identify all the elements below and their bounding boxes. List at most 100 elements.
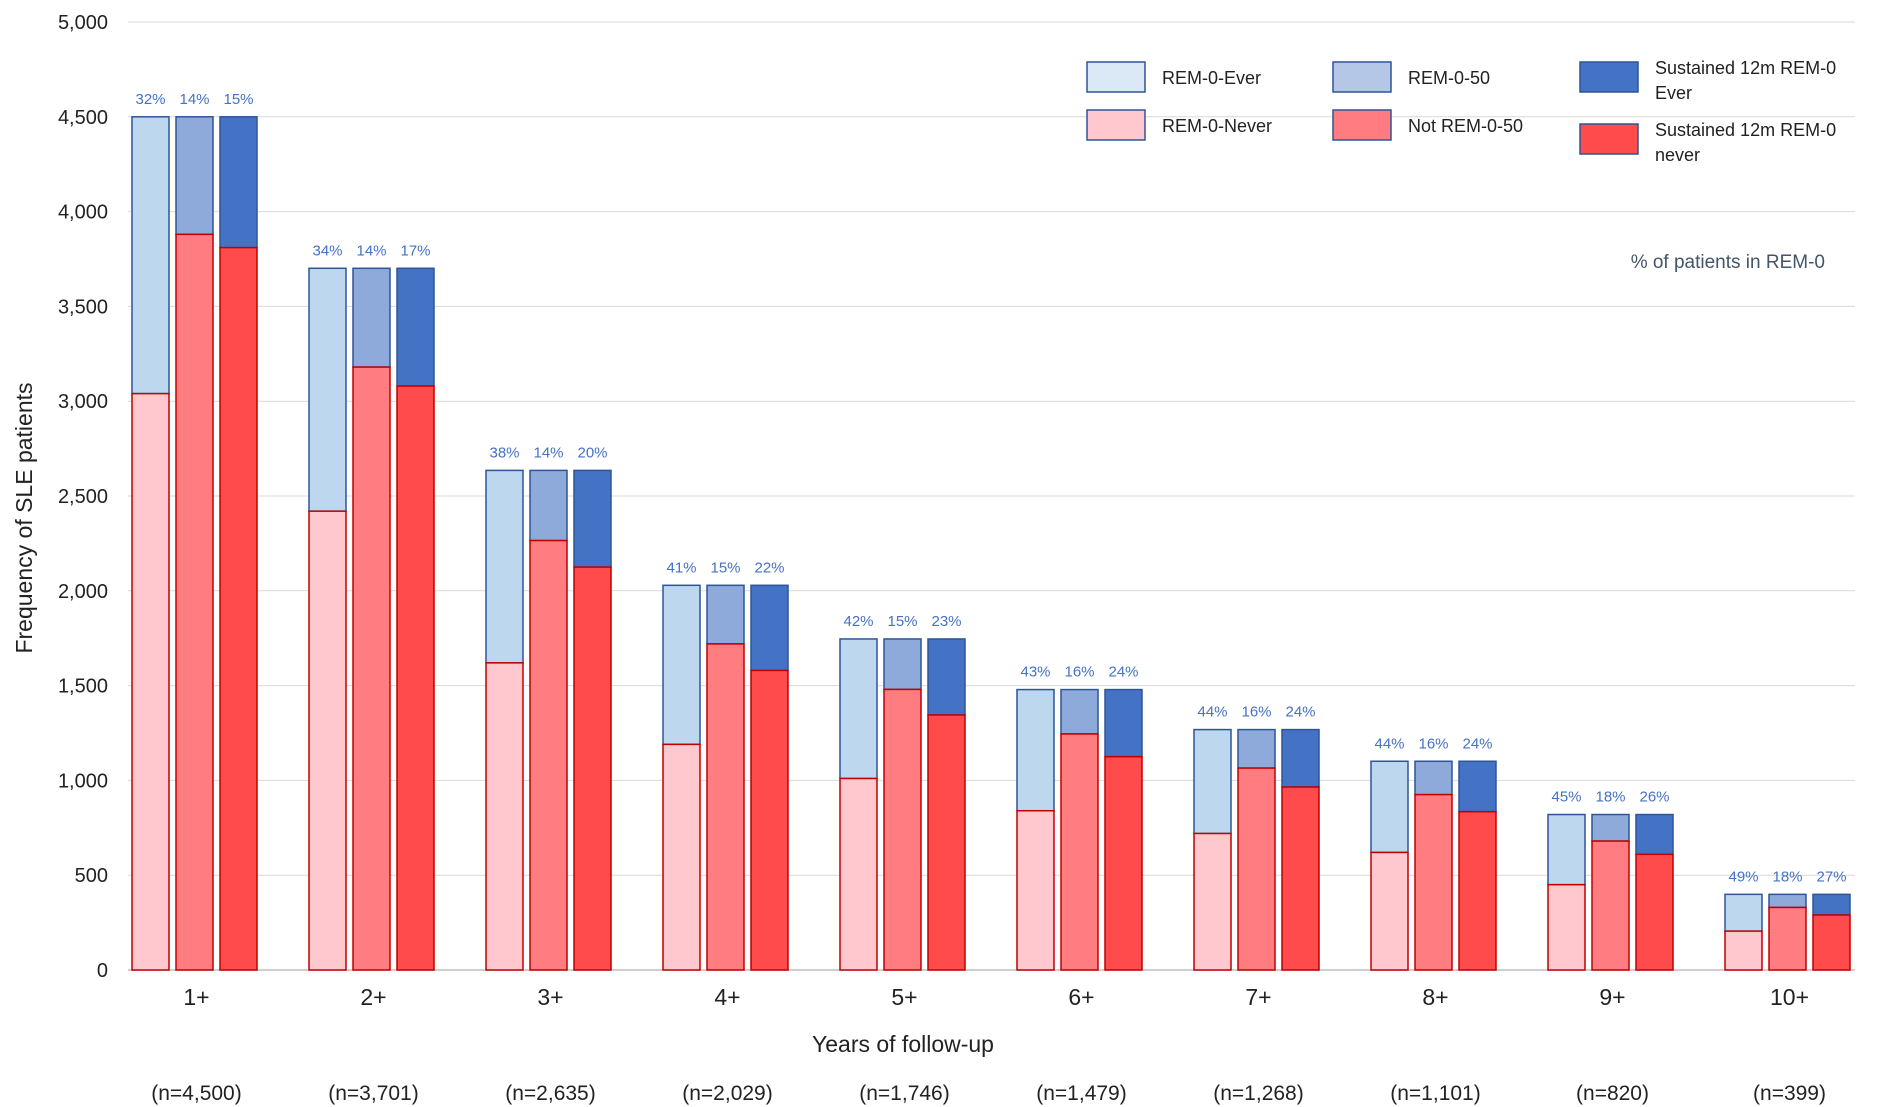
bar-segment xyxy=(927,638,966,716)
y-tick-label: 5,000 xyxy=(58,12,108,34)
legend-label: Not REM-0-50 xyxy=(1408,116,1523,136)
bar-segment xyxy=(750,669,789,971)
percent-label: 43% xyxy=(1020,664,1050,681)
n-label: (n=4,500) xyxy=(151,1082,241,1105)
percent-label: 15% xyxy=(223,91,253,108)
bar-segment xyxy=(1281,786,1320,971)
bar-segment xyxy=(1768,893,1807,909)
bar-segment xyxy=(1812,914,1851,971)
legend-label: REM-0-50 xyxy=(1408,68,1490,88)
percent-label: 18% xyxy=(1772,868,1802,885)
bar-segment xyxy=(1414,760,1453,796)
percent-label: 15% xyxy=(710,559,740,576)
percent-label: 16% xyxy=(1418,735,1448,752)
x-tick-label: 7+ xyxy=(1245,984,1271,1010)
legend-label: Sustained 12m REM-0 xyxy=(1655,120,1836,140)
percent-label: 26% xyxy=(1639,789,1669,806)
bar-segment xyxy=(219,116,258,249)
bar-segment xyxy=(1547,813,1586,886)
y-tick-label: 2,500 xyxy=(58,486,108,508)
bar-segment xyxy=(1016,688,1055,812)
y-tick-label: 3,000 xyxy=(58,391,108,413)
bar-segment xyxy=(1768,906,1807,971)
percent-label: 32% xyxy=(135,91,165,108)
bar-segment xyxy=(396,385,435,971)
bar-segment xyxy=(1724,930,1763,971)
percent-labels: 32% 34% 38% 41% 42% 43% 44% 44% 45% 49% 14% 14% 14% 1… xyxy=(135,91,1846,886)
bar-segment xyxy=(1281,728,1320,788)
bar-segment xyxy=(1591,813,1630,842)
bar-segment xyxy=(706,584,745,645)
percent-label: 18% xyxy=(1595,789,1625,806)
bar-segment xyxy=(706,643,745,971)
percent-label: 42% xyxy=(843,613,873,630)
n-label: (n=820) xyxy=(1576,1082,1649,1105)
bar-segment xyxy=(1060,733,1099,971)
bar-segment xyxy=(485,662,524,971)
legend-swatch xyxy=(1332,61,1392,93)
x-tick-label: 4+ xyxy=(714,984,740,1010)
n-label: (n=1,746) xyxy=(859,1082,949,1105)
bar-segment xyxy=(131,392,170,971)
bar-segment xyxy=(396,267,435,387)
bar-segment xyxy=(1724,893,1763,932)
bar-segment xyxy=(1237,767,1276,971)
bar-segment xyxy=(1458,760,1497,813)
n-label: (n=3,701) xyxy=(328,1082,418,1105)
bar-segment xyxy=(1370,760,1409,854)
percent-label: 16% xyxy=(1064,664,1094,681)
legend-swatch xyxy=(1579,123,1639,155)
y-tick-label: 0 xyxy=(97,960,108,982)
bar-segment xyxy=(175,233,214,971)
legend-swatch xyxy=(1086,61,1146,93)
legend-label: REM-0-Never xyxy=(1162,116,1272,136)
pct-note: % of patients in REM-0 xyxy=(1631,252,1825,273)
bar-segment xyxy=(1016,809,1055,971)
bar-segment xyxy=(529,469,568,542)
x-tick-label: 10+ xyxy=(1770,984,1809,1010)
bar-segment xyxy=(573,469,612,568)
percent-label: 24% xyxy=(1108,664,1138,681)
x-tick-label: 3+ xyxy=(537,984,563,1010)
bar-segment xyxy=(1812,893,1851,916)
percent-label: 24% xyxy=(1285,704,1315,721)
bar-segment xyxy=(352,267,391,368)
y-tick-label: 2,000 xyxy=(58,581,108,603)
n-label: (n=1,479) xyxy=(1036,1082,1126,1105)
bar-segment xyxy=(1635,813,1674,856)
percent-label: 14% xyxy=(533,444,563,461)
percent-label: 14% xyxy=(179,91,209,108)
bar-segment xyxy=(1635,853,1674,971)
bar-segment xyxy=(529,539,568,971)
n-label: (n=2,029) xyxy=(682,1082,772,1105)
legend-swatch xyxy=(1579,61,1639,93)
bar-segment xyxy=(662,584,701,746)
percent-label: 23% xyxy=(931,613,961,630)
percent-label: 24% xyxy=(1462,735,1492,752)
bar-segment xyxy=(883,688,922,971)
bar-segment xyxy=(1193,832,1232,971)
bar-segment xyxy=(750,584,789,672)
bar-segment xyxy=(1414,793,1453,971)
n-label: (n=1,268) xyxy=(1213,1082,1303,1105)
y-tick-label: 500 xyxy=(75,865,108,887)
legend-label: never xyxy=(1655,145,1700,165)
bar-segment xyxy=(175,116,214,236)
sample-size-labels: (n=4,500) (n=3,701) (n=2,635) (n=2,029) (n=1… xyxy=(151,1082,1826,1105)
bar-segment xyxy=(1060,688,1099,735)
bar-segment xyxy=(883,638,922,691)
percent-label: 44% xyxy=(1374,735,1404,752)
bar-segment xyxy=(1104,688,1143,758)
percent-label: 15% xyxy=(887,613,917,630)
bar-segment xyxy=(1458,810,1497,971)
legend: REM-0-Ever REM-0-Never REM-0-50 Not REM-0-5… xyxy=(1086,58,1836,165)
bar-segment xyxy=(1237,728,1276,769)
y-axis-ticks: 0 500 1,000 1,500 2,000 2,500 3,000 3,500 4,000 4… xyxy=(58,12,108,982)
bar-segment xyxy=(1370,851,1409,971)
y-axis-title: Frequency of SLE patients xyxy=(11,382,37,653)
n-label: (n=2,635) xyxy=(505,1082,595,1105)
legend-swatch xyxy=(1086,109,1146,141)
bars xyxy=(131,116,1851,971)
bar-segment xyxy=(662,743,701,971)
